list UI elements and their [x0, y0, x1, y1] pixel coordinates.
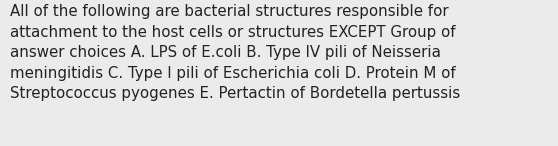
Text: All of the following are bacterial structures responsible for
attachment to the : All of the following are bacterial struc… [10, 4, 460, 101]
